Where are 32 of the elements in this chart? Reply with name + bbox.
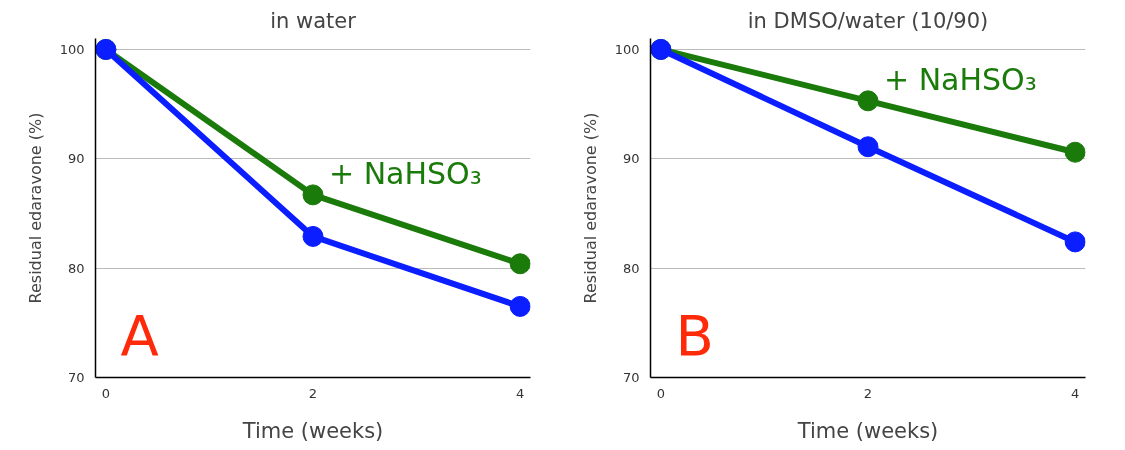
x-tick-label: 2 [308,385,318,401]
point [509,253,531,275]
annotation: B [675,302,714,368]
x-axis-title: Time (weeks) [796,418,939,443]
x-tick-label: 4 [1071,385,1080,401]
y-tick-label: 100 [614,41,640,57]
chart-title: in DMSO/water (10/90) [747,8,989,33]
point [1064,141,1086,163]
y-axis-title: Residual edaravone (%) [25,112,45,304]
y-tick-label: 70 [622,370,640,385]
x-axis-title: Time (weeks) [241,418,384,443]
x-tick-label: 2 [863,385,873,401]
x-tick-label: 0 [656,385,665,401]
point [302,225,324,247]
y-tick-label: 100 [59,41,85,57]
chart-title: in water [270,8,357,33]
y-axis-title: Residual edaravone (%) [580,112,600,304]
x-tick-label: 4 [516,385,525,401]
series-label: + NaHSO₃ [884,61,1037,97]
point [302,184,324,206]
point [857,90,879,112]
x-tick-label: 0 [101,385,110,401]
y-tick-label: 90 [622,151,640,167]
y-tick-label: 80 [622,260,640,276]
point [509,295,531,317]
annotation: A [120,302,159,368]
y-tick-label: 70 [67,370,85,385]
point [857,136,879,158]
series-label: + NaHSO₃ [329,155,482,191]
y-tick-label: 80 [67,260,85,276]
point [1064,231,1086,253]
y-tick-label: 90 [67,151,85,167]
